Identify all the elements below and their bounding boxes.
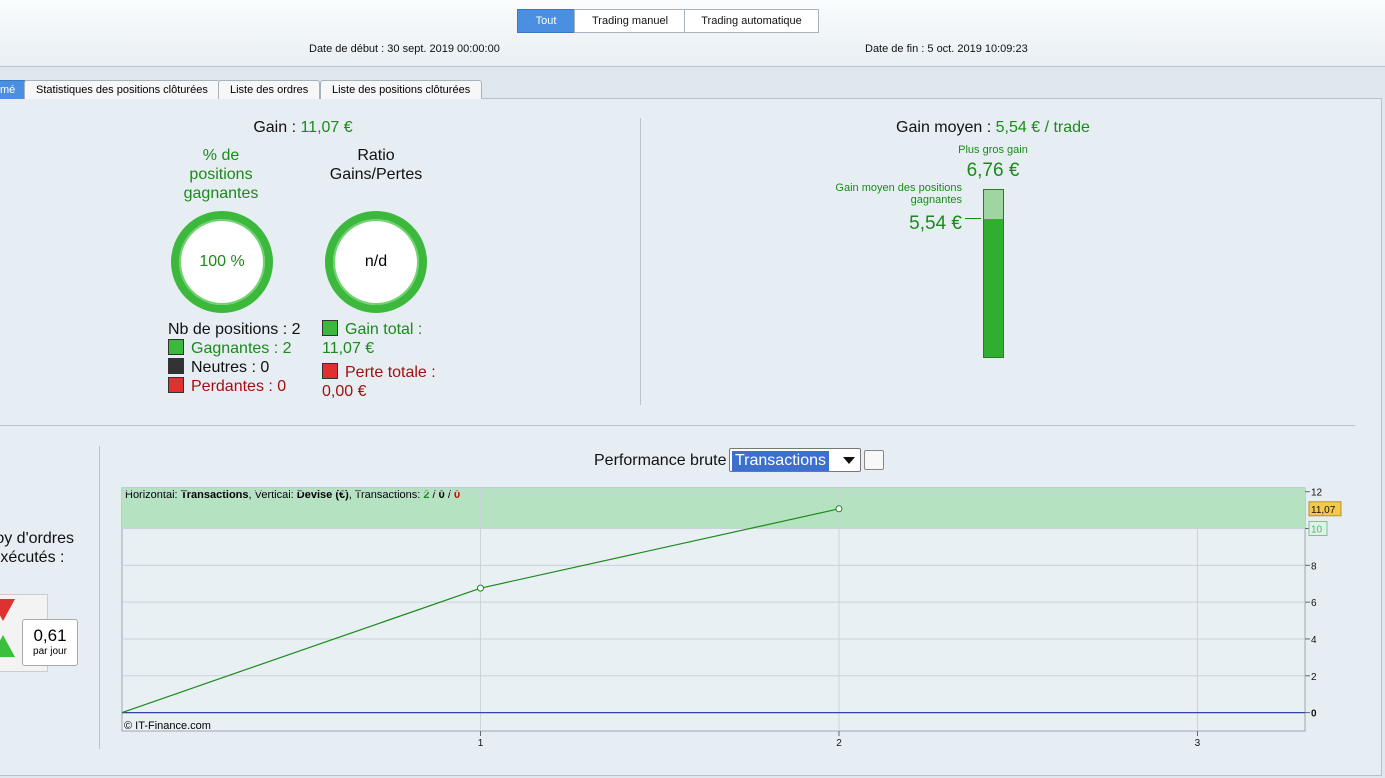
info: / [445,489,454,501]
tab[interactable]: Liste des ordres [218,80,321,99]
date-end: Date de fin : 5 oct. 2019 10:09:23 [865,43,1028,55]
row: Perdantes : 0 [168,377,301,396]
point [476,584,484,592]
filter[interactable]: Trading automatique [684,9,819,33]
y-tick-label: 6 [1311,598,1317,609]
y-tick-label: 8 [1311,561,1317,572]
swatch [168,358,184,374]
ratio-ring: n/d [325,211,427,313]
orders-box: 0,61 par jour [22,619,78,666]
chart: Horizontal: Transactions, Vertical: Devi… [121,487,1342,749]
select[interactable]: Transactions [729,448,861,472]
swatch [168,339,184,355]
x-tick-label: 1 [478,738,484,749]
win-label: % de positions gagnantes [183,147,259,202]
info: Devise (€) [297,489,349,501]
text: Perdantes : 0 [191,378,287,395]
text: Perte totale : 0,00 € [322,364,436,400]
settings-button[interactable] [864,450,884,470]
tick-badge [1308,521,1328,536]
chart-info: Horizontal: Transactions, Vertical: Devi… [125,489,460,501]
separator [99,446,100,749]
value: 11,07 € [300,119,353,136]
info: Horizontal: [125,489,181,501]
text: Gagnantes : 2 [191,340,292,357]
gain: Gain : 11,07 € [150,119,456,137]
info: 0 [454,489,460,501]
positions: Nb de positions : 2 Gagnantes : 2 Neutre… [168,320,301,396]
title: Nb de positions : 2 [168,321,301,338]
orders-label: Moy d'ordres exécutés : [0,530,74,566]
label: Gain : [253,119,297,136]
text: Neutres : 0 [191,359,270,376]
x-tick-label: 3 [1195,738,1201,749]
text: Gain total : 11,07 € [322,321,423,357]
total-loss: Perte totale : 0,00 € [322,363,442,401]
tab[interactable]: mé [0,80,28,99]
row: Gagnantes : 2 [168,339,301,358]
info: 2 [423,489,429,501]
value: 0,61 [33,626,67,645]
max-value: 6,76 € [966,160,1020,181]
avg-win-label: Gain moyen des positions gagnantes [835,182,962,206]
info: / [430,489,439,501]
tab[interactable]: Statistiques des positions clôturées [24,80,220,99]
total-gain: Gain total : 11,07 € [322,320,432,358]
credit: © IT-Finance.com [124,720,211,732]
select-value: Transactions [732,451,829,471]
y-tick-label: 10 [1311,525,1323,536]
separator [0,425,1355,426]
swatch [322,363,338,379]
y-tick-label: 2 [1311,672,1317,683]
arrow [965,218,981,219]
avg-win-value: 5,54 € [909,213,962,234]
row: Neutres : 0 [168,358,301,377]
perf-title: Performance brute [594,452,727,469]
swatch [168,377,184,393]
value: 5,54 € / trade [995,119,1090,136]
swatch [322,320,338,336]
current-badge [1308,501,1342,517]
avg-gain: Gain moyen : 5,54 € / trade [860,119,1126,137]
y-tick-label: 12 [1311,488,1323,499]
y-tick-label: 0 [1311,709,1317,720]
date-start: Date de début : 30 sept. 2019 00:00:00 [309,43,500,55]
value: 5 oct. 2019 10:09:23 [927,43,1028,55]
label: Gain moyen : [896,119,992,136]
y-tick-label: 4 [1311,635,1317,646]
filter[interactable]: Tout [517,9,575,33]
gauge [983,189,1004,358]
max-label: Plus gros gain [958,144,1028,156]
win-ring: 100 % [171,211,273,313]
info: 0 [439,489,445,501]
info: Transactions [181,489,249,501]
separator [640,118,641,405]
info: , Vertical: [249,489,297,501]
label: Date de début : [309,43,385,55]
label: Date de fin : [865,43,925,55]
value: 30 sept. 2019 00:00:00 [387,43,500,55]
ratio-label: Ratio Gains/Pertes [329,147,423,183]
point [835,505,843,513]
filter[interactable]: Trading manuel [574,9,686,33]
x-tick-label: 2 [836,738,842,749]
info: , Transactions: [349,489,424,501]
current-label: 11,07 [1311,505,1336,516]
unit: par jour [33,646,67,657]
target-band [122,488,1305,529]
tab[interactable]: Liste des positions clôturées [320,80,483,99]
